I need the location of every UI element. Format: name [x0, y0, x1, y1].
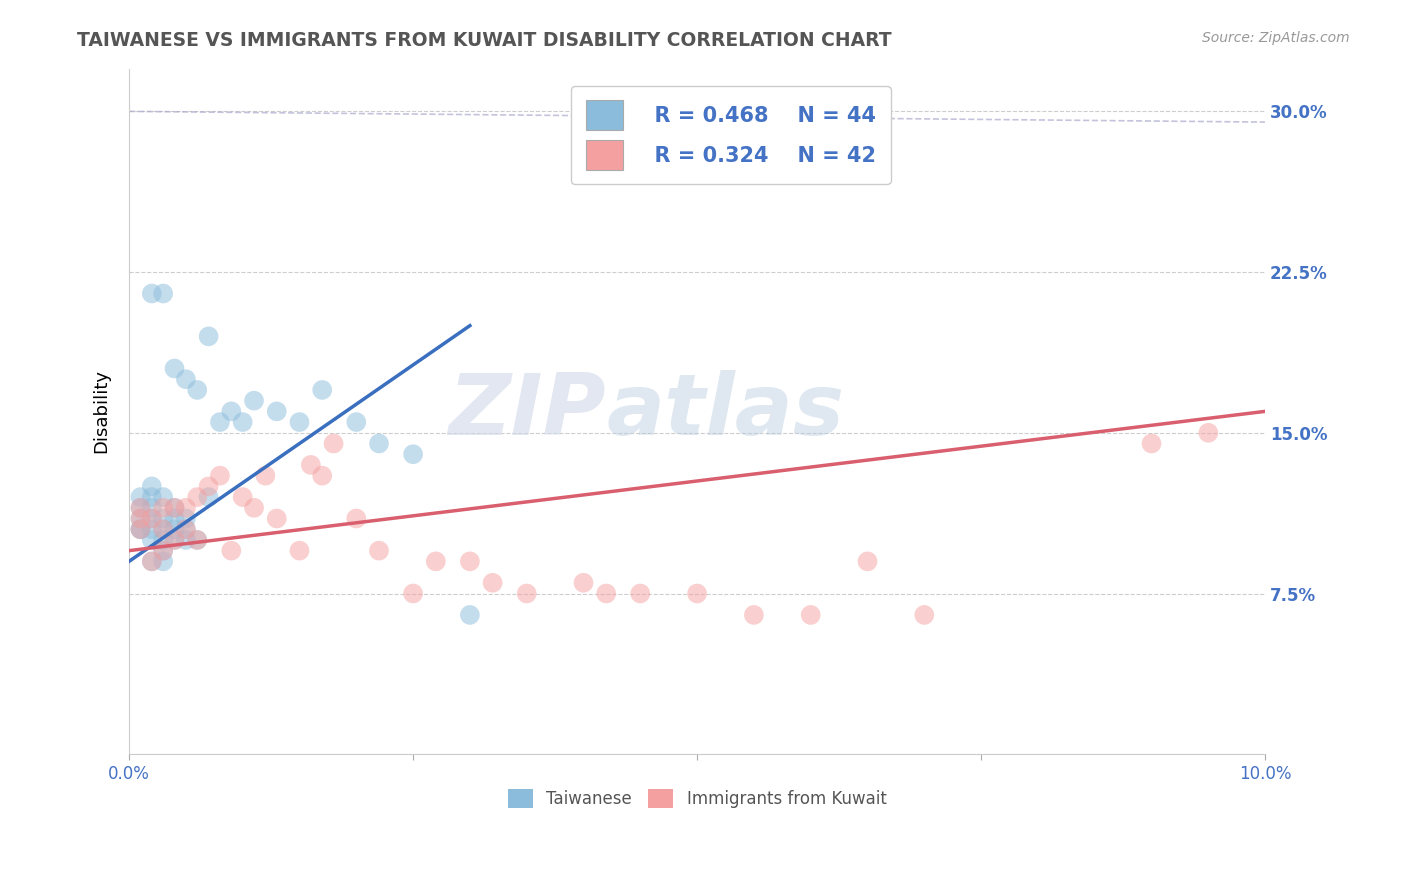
Point — [322, 436, 344, 450]
Point — [197, 479, 219, 493]
Point — [163, 361, 186, 376]
Point — [368, 543, 391, 558]
Point — [402, 586, 425, 600]
Point — [197, 490, 219, 504]
Point — [152, 500, 174, 515]
Point — [152, 554, 174, 568]
Point — [174, 522, 197, 536]
Point — [208, 415, 231, 429]
Point — [174, 500, 197, 515]
Point — [208, 468, 231, 483]
Point — [141, 533, 163, 547]
Point — [129, 511, 152, 525]
Point — [912, 607, 935, 622]
Point — [129, 500, 152, 515]
Point — [141, 490, 163, 504]
Text: ZIP: ZIP — [449, 370, 606, 453]
Point — [288, 543, 311, 558]
Point — [152, 490, 174, 504]
Point — [800, 607, 823, 622]
Point — [288, 415, 311, 429]
Point — [152, 543, 174, 558]
Point — [163, 511, 186, 525]
Point — [311, 383, 333, 397]
Point — [742, 607, 765, 622]
Point — [186, 533, 208, 547]
Point — [186, 383, 208, 397]
Point — [243, 393, 266, 408]
Point — [141, 554, 163, 568]
Point — [516, 586, 538, 600]
Point — [232, 415, 254, 429]
Text: Source: ZipAtlas.com: Source: ZipAtlas.com — [1202, 31, 1350, 45]
Point — [572, 575, 595, 590]
Point — [141, 522, 163, 536]
Point — [458, 607, 481, 622]
Point — [686, 586, 709, 600]
Point — [163, 533, 186, 547]
Point — [129, 490, 152, 504]
Point — [266, 511, 288, 525]
Point — [129, 522, 152, 536]
Point — [174, 511, 197, 525]
Point — [152, 533, 174, 547]
Point — [174, 372, 197, 386]
Point — [141, 554, 163, 568]
Point — [595, 586, 617, 600]
Point — [186, 533, 208, 547]
Point — [163, 500, 186, 515]
Point — [344, 511, 367, 525]
Point — [152, 543, 174, 558]
Point — [425, 554, 447, 568]
Point — [856, 554, 879, 568]
Point — [141, 479, 163, 493]
Point — [232, 490, 254, 504]
Point — [141, 286, 163, 301]
Point — [402, 447, 425, 461]
Point — [299, 458, 322, 472]
Point — [129, 500, 152, 515]
Point — [163, 522, 186, 536]
Point — [163, 533, 186, 547]
Point — [481, 575, 503, 590]
Y-axis label: Disability: Disability — [93, 369, 110, 453]
Point — [163, 500, 186, 515]
Point — [458, 554, 481, 568]
Text: atlas: atlas — [606, 370, 845, 453]
Point — [152, 522, 174, 536]
Point — [141, 511, 163, 525]
Point — [152, 511, 174, 525]
Point — [186, 490, 208, 504]
Point — [243, 500, 266, 515]
Point — [368, 436, 391, 450]
Point — [221, 543, 243, 558]
Point — [174, 522, 197, 536]
Point — [1140, 436, 1163, 450]
Point — [129, 522, 152, 536]
Point — [344, 415, 367, 429]
Point — [254, 468, 277, 483]
Point — [197, 329, 219, 343]
Point — [129, 511, 152, 525]
Point — [628, 586, 651, 600]
Point — [311, 468, 333, 483]
Point — [174, 533, 197, 547]
Point — [141, 500, 163, 515]
Text: TAIWANESE VS IMMIGRANTS FROM KUWAIT DISABILITY CORRELATION CHART: TAIWANESE VS IMMIGRANTS FROM KUWAIT DISA… — [77, 31, 891, 50]
Legend: Taiwanese, Immigrants from Kuwait: Taiwanese, Immigrants from Kuwait — [501, 782, 893, 814]
Point — [1197, 425, 1219, 440]
Point — [152, 522, 174, 536]
Point — [141, 511, 163, 525]
Point — [152, 286, 174, 301]
Point — [129, 522, 152, 536]
Point — [221, 404, 243, 418]
Point — [266, 404, 288, 418]
